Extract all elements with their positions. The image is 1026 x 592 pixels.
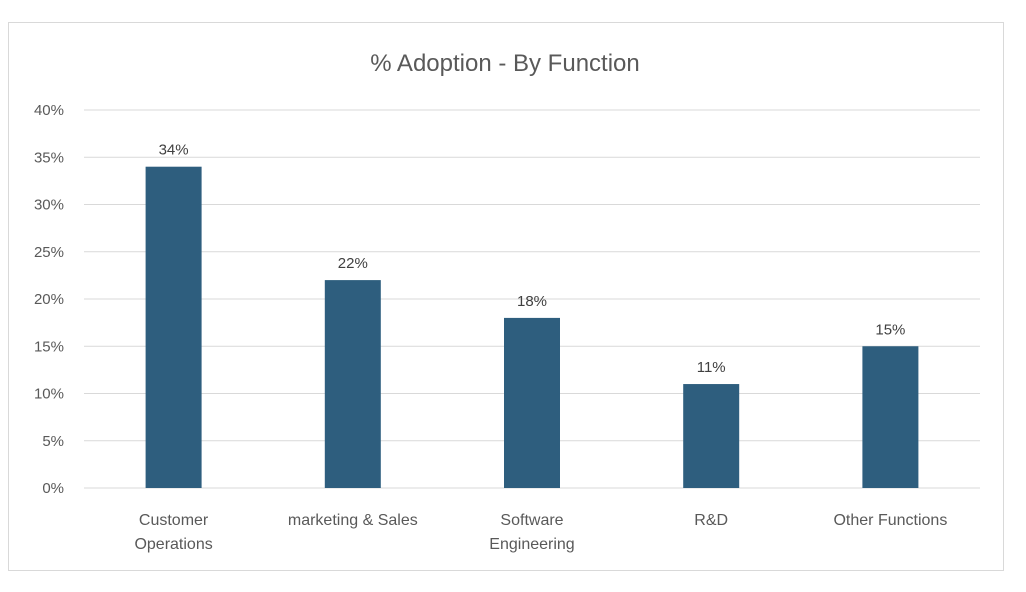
x-axis-categories: Customer Operations marketing & Sales Softw… — [134, 512, 947, 553]
category-label: marketing & Sales — [288, 512, 418, 529]
category-label: Customer — [139, 512, 209, 529]
data-label: 34% — [159, 142, 189, 159]
bar — [683, 384, 740, 488]
y-tick-label: 10% — [34, 386, 64, 403]
category-label: Other Functions — [833, 512, 947, 529]
y-axis-ticks: 0% 5% 10% 15% 20% 25% 30% 35% 40% — [34, 102, 64, 497]
data-label: 11% — [697, 359, 726, 376]
bars — [145, 166, 919, 488]
data-label: 18% — [517, 293, 547, 310]
gridlines — [84, 109, 980, 489]
y-tick-label: 15% — [34, 338, 64, 355]
bar — [324, 280, 381, 488]
data-labels: 34% 22% 18% 11% 15% — [159, 142, 906, 376]
bar — [504, 317, 560, 488]
data-label: 15% — [875, 321, 905, 338]
y-tick-label: 35% — [34, 149, 64, 166]
y-tick-label: 0% — [42, 480, 64, 497]
y-tick-label: 20% — [34, 291, 64, 308]
y-tick-label: 5% — [42, 433, 64, 450]
data-label: 22% — [338, 255, 368, 272]
y-tick-label: 25% — [34, 244, 64, 261]
bar — [862, 346, 919, 488]
chart-title: % Adoption - By Function — [370, 50, 639, 77]
y-tick-label: 30% — [34, 197, 64, 214]
category-label: Engineering — [489, 536, 574, 553]
category-label: Software — [500, 512, 563, 529]
y-tick-label: 40% — [34, 102, 64, 119]
category-label: R&D — [694, 512, 728, 529]
category-label: Operations — [134, 536, 212, 553]
bar — [145, 166, 202, 488]
